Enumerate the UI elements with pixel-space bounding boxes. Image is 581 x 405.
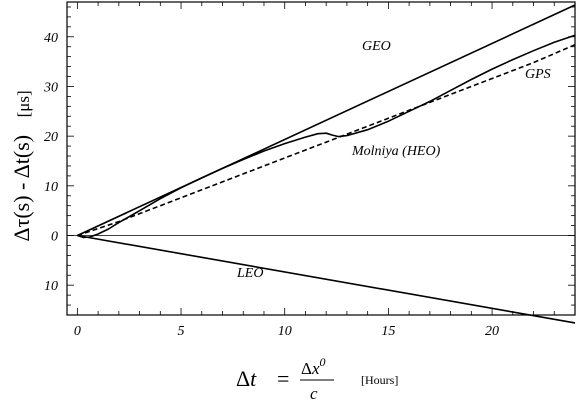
x-tick-label: 20: [485, 324, 499, 339]
y-tick-label: 10: [44, 180, 58, 195]
x-tick-label: 15: [381, 324, 395, 339]
y-tick-label: 30: [43, 80, 58, 95]
svg-text:Δt: Δt: [236, 366, 257, 391]
x-axis-denominator: c: [310, 384, 318, 403]
series-label-geo: GEO: [362, 39, 391, 54]
x-axis-unit: [Hours]: [361, 373, 398, 387]
x-axis-title: Δt = Δx0 c [Hours]: [236, 355, 398, 403]
series-line-geo: [77, 4, 576, 237]
x-axis-numerator-sup: 0: [319, 355, 325, 369]
y-tick-label: 10: [44, 279, 58, 294]
x-axis-numerator-var: x: [311, 359, 320, 378]
series-line-leo: [77, 234, 576, 324]
svg-text:Δτ(s) - Δt(s) [μs]: Δτ(s) - Δt(s) [μs]: [9, 90, 34, 241]
x-tick-label: 5: [178, 324, 185, 339]
y-axis-unit: [μs]: [14, 90, 33, 117]
series-line-gps: [77, 43, 576, 237]
series-label-leo: LEO: [236, 266, 263, 281]
x-axis-numerator-symbol: Δ: [301, 359, 312, 378]
x-tick-label: 10: [278, 324, 292, 339]
x-tick-label: 0: [74, 324, 81, 339]
plot-frame: [66, 1, 576, 316]
y-axis-label: Δτ(s) - Δt(s): [9, 135, 34, 242]
axis-ticks: [67, 2, 576, 316]
axis-tick-labels: 0 5 10 15 20 40 30 20 10 0 10: [43, 31, 499, 339]
svg-text:Δx0: Δx0: [301, 355, 325, 378]
y-axis-title: Δτ(s) - Δt(s) [μs]: [9, 90, 34, 241]
y-tick-label: 20: [44, 130, 58, 145]
x-axis-equals: =: [277, 366, 289, 391]
y-tick-label: 40: [44, 31, 58, 46]
series-label-gps: GPS: [525, 67, 551, 82]
y-tick-label: 0: [51, 230, 58, 245]
x-axis-lhs-symbol: Δ: [236, 366, 250, 391]
series-label-molniya: Molniya (HEO): [351, 144, 441, 159]
series-line-molniya-heo: [77, 34, 576, 239]
x-axis-lhs-var: t: [250, 366, 257, 391]
series-group: [77, 4, 576, 324]
